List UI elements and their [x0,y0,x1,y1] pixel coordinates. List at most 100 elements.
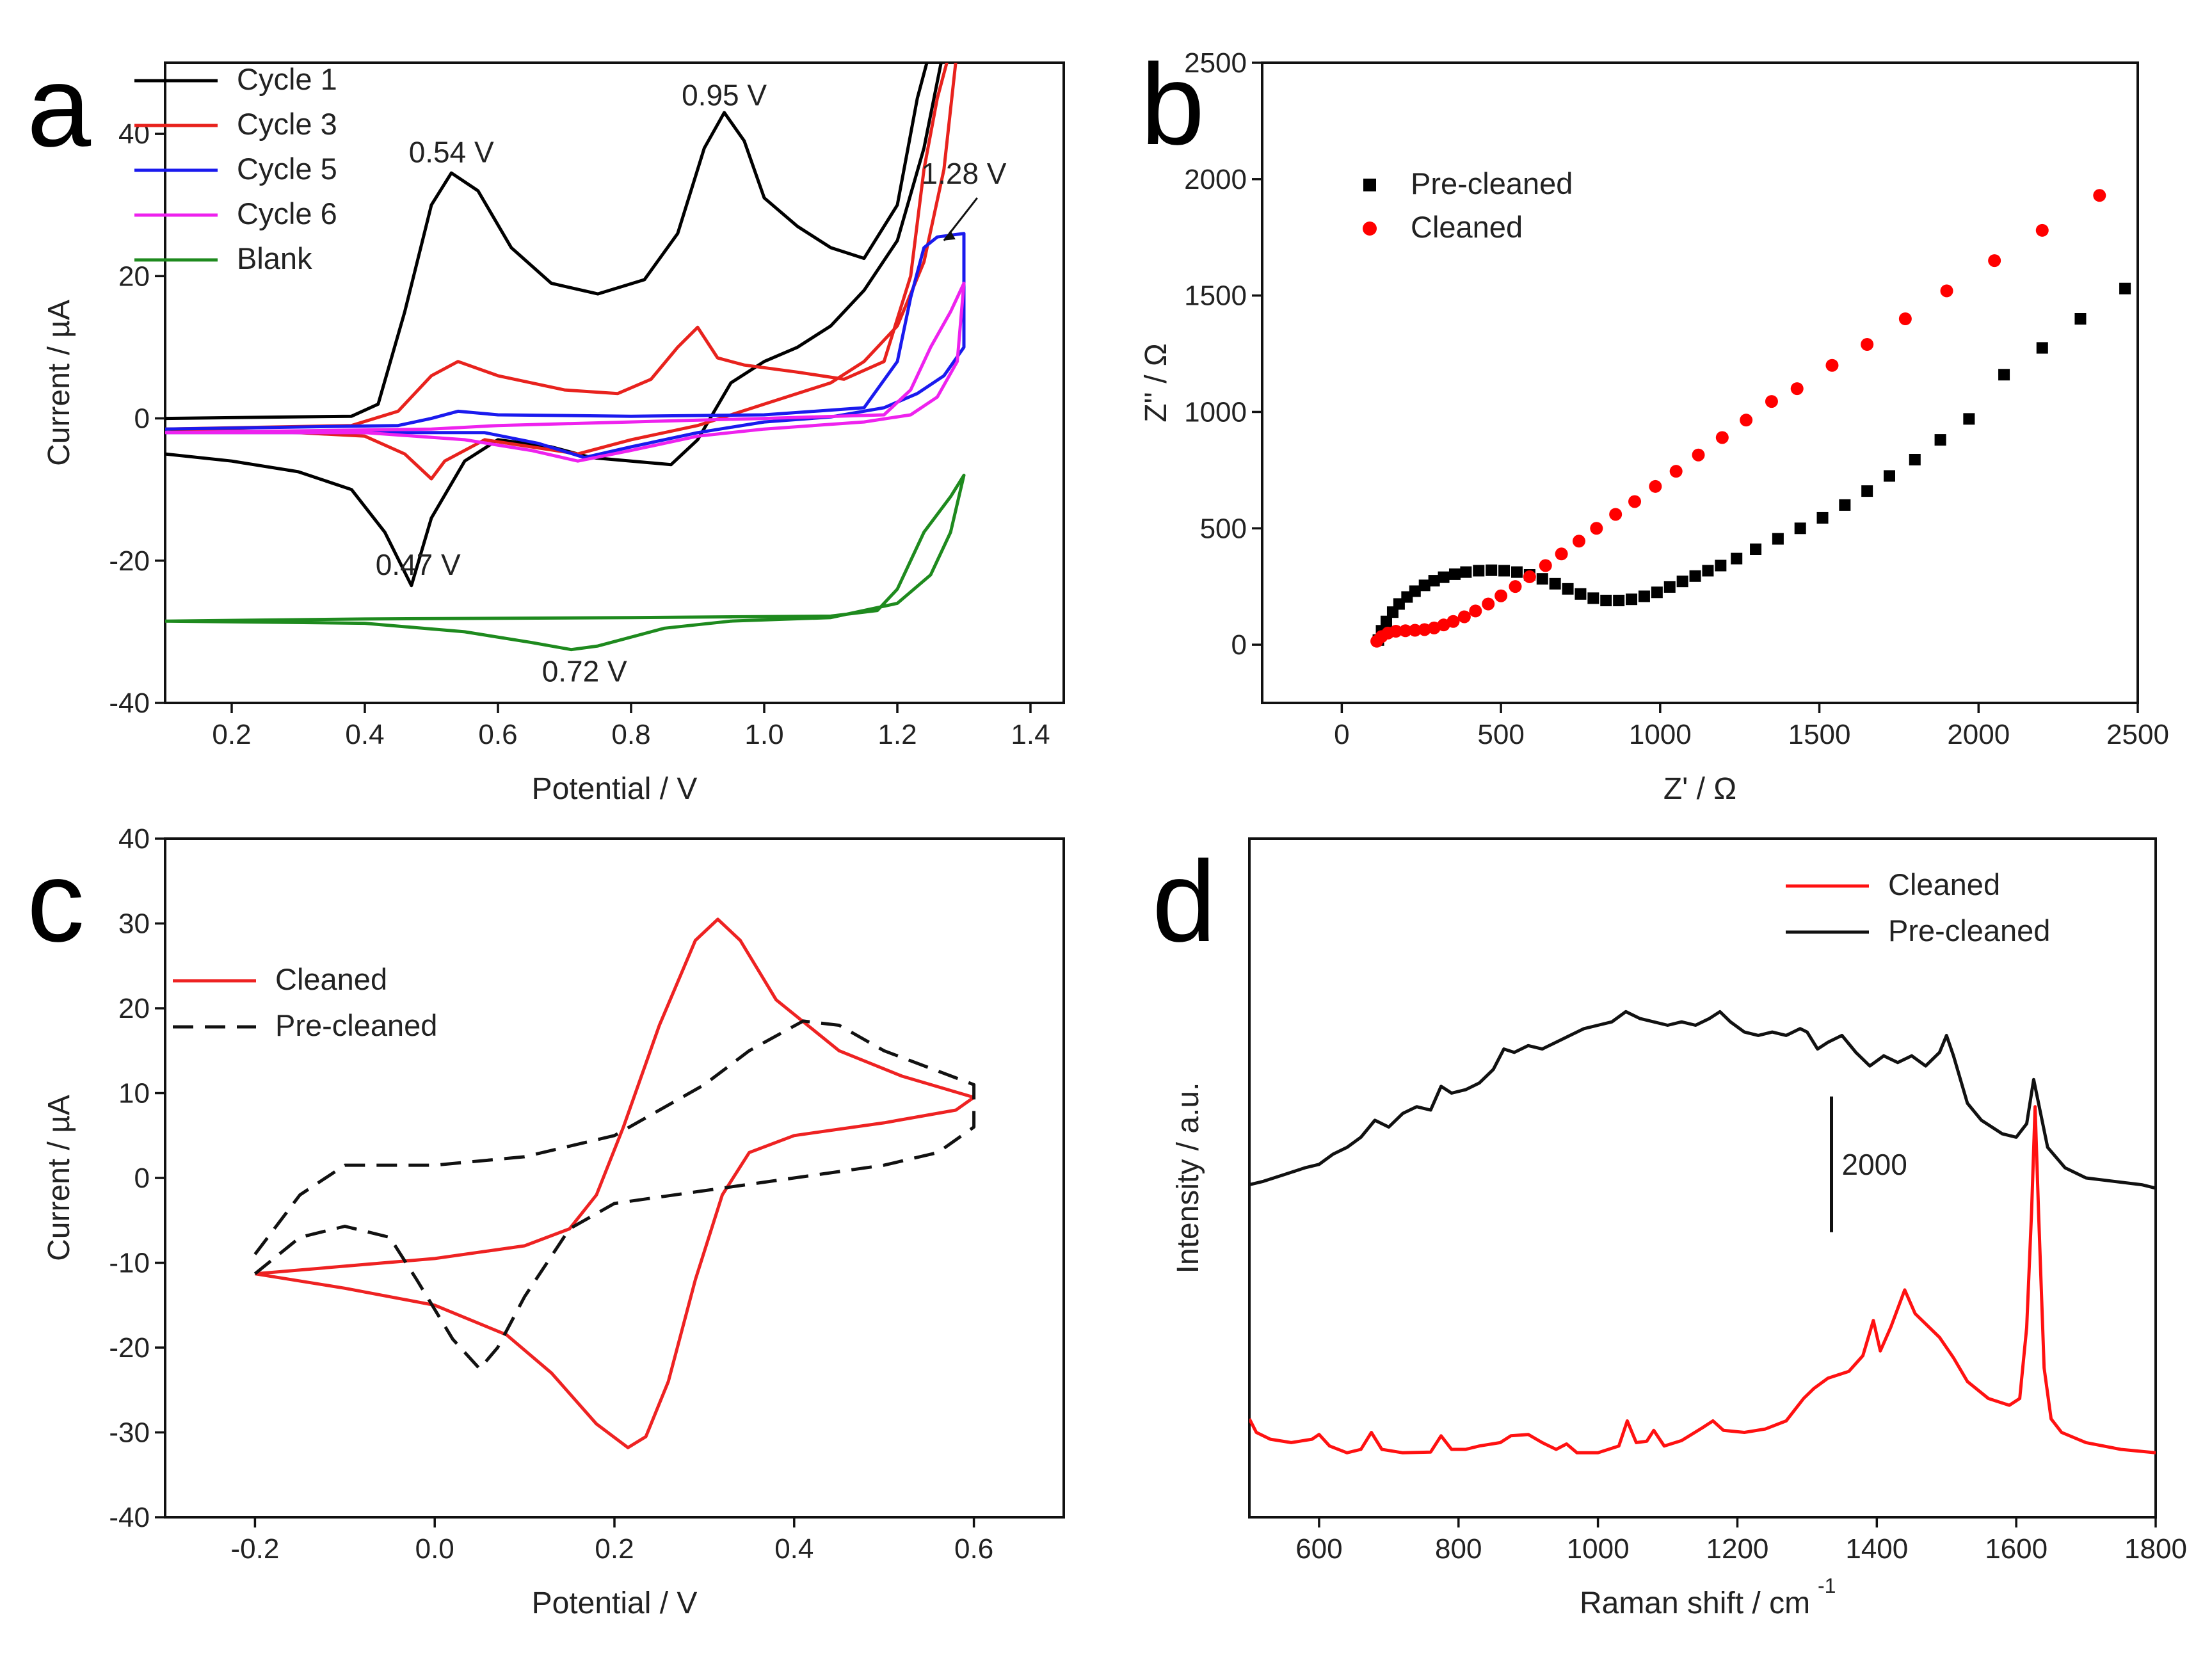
x-tick-label: 600 [1295,1533,1342,1565]
data-point-cleaned [1765,395,1778,408]
y-tick-label: 1500 [1184,280,1247,312]
data-point-cleaned [1609,508,1623,521]
annotation-arrowhead [943,230,956,241]
plot-frame [164,837,1065,1519]
data-point-pre-cleaned [1448,568,1461,580]
data-point-cleaned [1447,615,1460,628]
legend: Pre-cleaned Cleaned [1363,166,1573,244]
series-line-cycle-5 [165,232,966,460]
legend-marker [1363,179,1376,191]
legend-label: Cleaned [1888,867,2000,901]
data-point-cleaned [2093,189,2106,202]
data-point-pre-cleaned [1651,586,1663,599]
data-point-cleaned [1572,535,1585,548]
data-point-pre-cleaned [1731,552,1743,565]
y-tick-label: -40 [109,688,150,719]
x-tick-label: 1600 [1985,1533,2048,1565]
data-point-pre-cleaned [1409,585,1421,597]
legend-label: Pre-cleaned [1411,166,1573,200]
legend-label: Cycle 1 [237,62,337,96]
data-point-cleaned [1389,625,1402,638]
data-point-cleaned [1523,570,1536,583]
x-tick-label: 1.0 [744,719,783,750]
scale-bar-label: 2000 [1842,1148,1907,1181]
x-tick-label: 0 [1334,719,1349,750]
plot-area [253,917,976,1449]
y-tick-label: 2500 [1184,47,1247,79]
y-tick-label: 10 [118,1078,150,1109]
x-tick-label: 2500 [2106,719,2169,750]
data-point-cleaned [1509,580,1522,593]
data-point-pre-cleaned [1794,522,1806,535]
y-tick-label: 20 [118,993,150,1024]
series-line-cycle-1 [165,63,943,588]
data-point-cleaned [1692,448,1705,462]
panel-b: 0 500 1000 1500 2000 2500 0 500 1000 1500 2000 2500… [1139,40,2169,806]
data-point-cleaned [1988,254,2001,268]
plot-frame [1261,61,2139,704]
peak-annotation: 1.28 V [922,157,1007,190]
data-point-pre-cleaned [1839,499,1851,511]
x-tick-label: 0.4 [774,1533,813,1565]
data-point-pre-cleaned [1428,575,1440,587]
data-point-cleaned [1628,495,1642,508]
y-tick-label: 40 [118,118,150,150]
x-tick-label: 0.6 [478,719,517,750]
panel-label-d: d [1152,837,1216,966]
y-axis-label: Current / µA [42,1095,76,1261]
x-tick-label: 0.0 [415,1533,454,1565]
plot-area [1249,1010,2156,1455]
data-point-pre-cleaned [1816,512,1829,524]
data-point-cleaned [1539,559,1552,572]
series-line-pre-cleaned [1249,1010,2156,1190]
y-axis-label: Z'' / Ω [1139,343,1173,423]
data-point-pre-cleaned [1909,454,1921,465]
x-tick-label: 0.6 [954,1533,993,1565]
y-tick-label: 30 [118,908,150,940]
x-tick-label: 1500 [1788,719,1851,750]
x-tick-label: -0.2 [230,1533,279,1565]
plot-area [165,63,966,652]
x-tick-label: 1.4 [1011,719,1050,750]
y-tick-label: -40 [109,1502,150,1533]
data-point-pre-cleaned [2036,342,2048,354]
x-tick-label: 0.8 [611,719,650,750]
data-point-pre-cleaned [1998,369,2010,381]
y-axis-label: Current / µA [42,300,76,466]
x-axis-label: Potential / V [532,772,698,806]
legend-label: Pre-cleaned [1888,914,2050,947]
data-point-pre-cleaned [1575,588,1587,600]
data-point-pre-cleaned [1883,470,1895,482]
y-tick-label: 40 [118,823,150,855]
data-point-pre-cleaned [2074,313,2087,325]
y-tick-label: -20 [109,1332,150,1364]
legend: Cleaned Pre-cleaned [173,962,437,1042]
series-line-cycle-6 [165,281,966,463]
y-tick-label: -10 [109,1248,150,1279]
data-point-cleaned [1825,359,1839,372]
x-axis-label: Z' / Ω [1663,772,1736,806]
x-tick-label: 1000 [1629,719,1692,750]
peak-annotation: 0.47 V [376,548,461,581]
y-tick-label: 0 [134,403,150,435]
x-axis-label: Potential / V [532,1586,698,1620]
panel-label-b: b [1141,40,1205,169]
legend-label: Cleaned [1411,210,1523,244]
data-point-pre-cleaned [1418,579,1431,592]
data-point-cleaned [1399,624,1412,638]
legend-label: Blank [237,241,312,275]
data-point-cleaned [1469,604,1482,618]
data-point-cleaned [1715,431,1729,444]
series-line-cleaned [1249,1105,2156,1455]
data-point-pre-cleaned [1934,434,1946,446]
legend: Cycle 1 Cycle 3 Cycle 5 Cycle 6 Blank [134,62,337,275]
data-point-pre-cleaned [1511,566,1523,578]
legend-label: Cycle 5 [237,152,337,186]
data-point-pre-cleaned [1498,565,1511,577]
data-point-cleaned [1418,623,1431,636]
data-point-cleaned [1861,338,1874,351]
data-point-pre-cleaned [1689,570,1701,582]
y-tick-label: 500 [1200,513,1247,544]
data-point-cleaned [1669,465,1683,478]
x-tick-label: 1000 [1567,1533,1630,1565]
